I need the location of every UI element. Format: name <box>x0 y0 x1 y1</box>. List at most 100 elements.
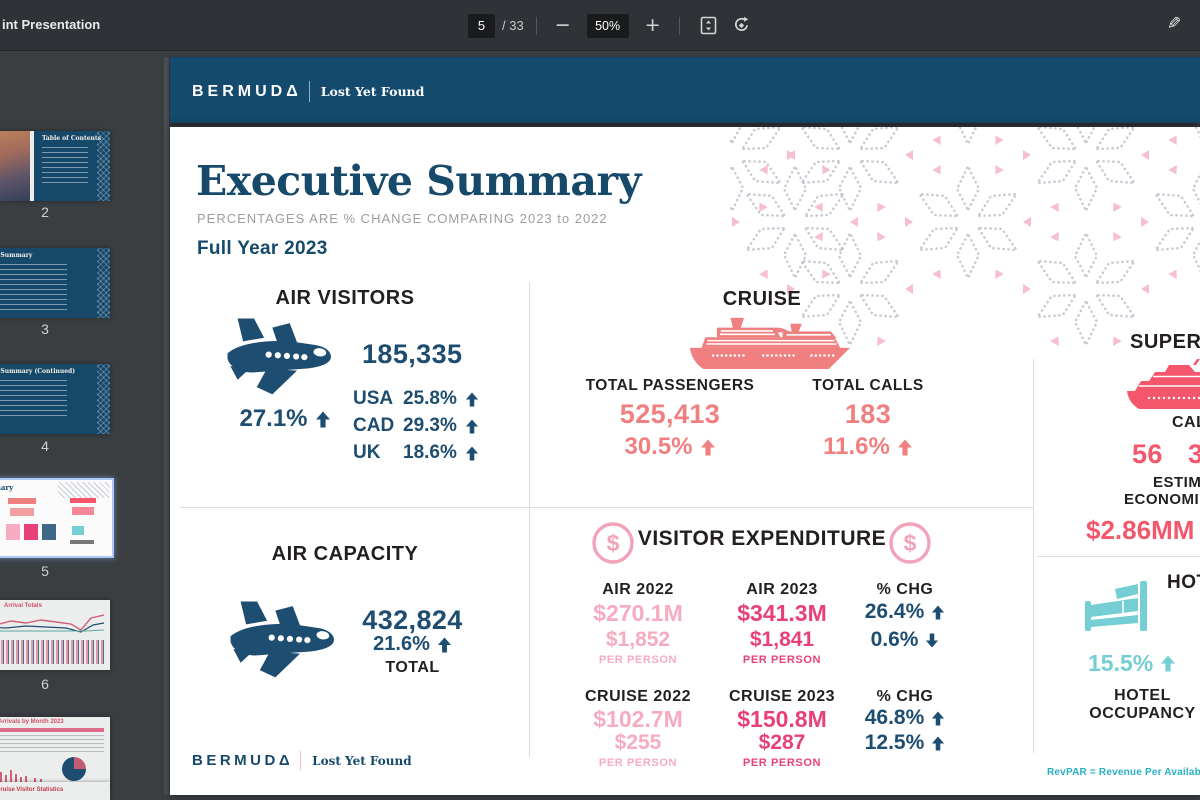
dollar-circle-icon: $ <box>592 522 634 564</box>
rotate-icon <box>732 16 751 35</box>
arrow-up-icon <box>897 439 913 456</box>
toolbar-page-controls: 5 / 33 − 50% + <box>468 0 758 51</box>
pattern-strip <box>97 248 110 318</box>
pencil-icon: ✎ <box>1166 14 1181 34</box>
exp-cruise-2023-per: $287 <box>758 731 806 754</box>
hotel-label-line1: HOTEL <box>1114 687 1171 704</box>
document-title: int Presentation <box>2 17 101 32</box>
air-visitors-total: 185,335 <box>362 339 463 369</box>
logo-tagline: Lost Yet Found <box>320 84 425 99</box>
rotate-page-button[interactable] <box>725 16 758 35</box>
beach-photo <box>0 131 30 201</box>
arrow-down-icon <box>925 633 939 648</box>
grid-divider-vertical <box>529 282 530 757</box>
thumbnail-page-6[interactable]: Arrival Totals <box>0 600 110 670</box>
toolbar-divider <box>678 16 680 35</box>
superyacht-calls-label: CAL <box>1172 414 1200 431</box>
hotel-label-line2: OCCUPANCY <box>1089 705 1196 722</box>
air-capacity-change: 21.6% <box>340 633 485 656</box>
total-calls-value: 183 <box>844 399 892 429</box>
arrow-up-icon <box>931 605 945 620</box>
pdf-toolbar: int Presentation 5 / 33 − 50% + <box>0 0 1200 51</box>
exp-air-2023-per-label: PER PERSON <box>742 654 822 666</box>
total-passengers-label: TOTAL PASSENGERS <box>585 377 755 394</box>
exp-air-2023-header: AIR 2023 <box>746 581 818 598</box>
air-visitors-change: 27.1% <box>230 405 340 433</box>
logo-divider <box>308 81 310 102</box>
exp-air-2022-per-label: PER PERSON <box>598 654 678 666</box>
arrow-up-icon <box>931 711 945 726</box>
economic-impact-label-line1: ESTIM <box>1153 474 1200 491</box>
air-visitors-row-cad: CAD 29.3% <box>353 415 479 437</box>
thumbnail-page-5-selected[interactable]: e Summary <box>0 478 114 558</box>
cruise-heading: CRUISE <box>722 288 802 310</box>
thumb-title: Cruise Visitor Statistics <box>0 787 64 793</box>
air-capacity-heading: AIR CAPACITY <box>271 543 419 565</box>
superyacht-count: 56 <box>1132 439 1163 469</box>
exp-cruise-2023-amount: $150.8M <box>737 706 827 732</box>
thumbnail-number: 2 <box>41 204 49 220</box>
arrow-up-icon <box>700 439 716 456</box>
hotel-occupancy-change: 15.5% <box>1088 650 1176 677</box>
arrow-up-icon <box>465 419 479 434</box>
zoom-out-button[interactable]: − <box>549 14 577 37</box>
pie-chart-mini <box>62 757 86 781</box>
line-chart-mini <box>0 614 104 633</box>
thumb-title: Executive Summary (Continued) <box>0 368 76 375</box>
grid-divider-horizontal <box>180 507 1033 508</box>
arrow-up-icon <box>1160 655 1176 672</box>
page-number-input[interactable]: 5 <box>468 13 495 38</box>
table-rows-mini <box>0 734 104 752</box>
thumbnail-page-4[interactable]: Executive Summary (Continued) <box>0 364 110 434</box>
thumbnail-number: 3 <box>41 321 49 337</box>
total-passengers-value: 525,413 <box>619 399 721 429</box>
pattern-strip <box>97 131 110 201</box>
exp-cruise-2023-per-label: PER PERSON <box>742 757 822 769</box>
edit-annotate-button[interactable]: ✎ <box>1160 14 1188 34</box>
air-visitors-row-usa: USA 25.8% <box>353 388 479 410</box>
air-visitors-heading: AIR VISITORS <box>275 287 415 309</box>
exp-cruise-2022-header: CRUISE 2022 <box>585 688 691 705</box>
slide-page: Executive Summary PERCENTAGES ARE % CHAN… <box>170 127 1200 795</box>
total-calls-label: TOTAL CALLS <box>812 377 924 394</box>
hotel-heading: HOT <box>1167 572 1200 593</box>
arrow-up-icon <box>931 736 945 751</box>
svg-text:$: $ <box>904 530 917 556</box>
zoom-in-button[interactable]: + <box>639 14 667 37</box>
thumbnail-page-2[interactable]: Table of Contents <box>0 131 110 201</box>
exp-cruise-2022-per: $255 <box>614 731 662 754</box>
svg-text:$: $ <box>607 530 620 556</box>
grid-divider-horizontal <box>1038 556 1200 557</box>
dollar-circle-icon: $ <box>889 522 931 564</box>
bar-chart-mini <box>0 770 42 783</box>
thumbnail-number: 5 <box>41 563 49 579</box>
arrow-up-icon <box>465 392 479 407</box>
zoom-level-select[interactable]: 50% <box>586 13 629 38</box>
exp-cruise-2023-header: CRUISE 2023 <box>729 688 835 705</box>
thumbnail-page-3[interactable]: Executive Summary <box>0 248 110 318</box>
thumbnail-page-7[interactable]: Arrivals by Month 2023 <box>0 717 110 788</box>
previous-page-footer-band: BERMUDΔ Lost Yet Found <box>170 57 1200 123</box>
fit-page-button[interactable] <box>692 16 725 35</box>
arrow-up-icon <box>437 637 452 653</box>
air-capacity-total: 432,824 <box>362 605 463 635</box>
slide-title: Executive Summary <box>196 157 641 205</box>
exp-air-2022-header: AIR 2022 <box>602 581 674 598</box>
slide-subtitle: PERCENTAGES ARE % CHANGE COMPARING 2023 … <box>197 211 608 226</box>
economic-impact-value: $2.86MM <box>1086 515 1195 545</box>
logo-divider <box>300 751 302 770</box>
economic-impact-label-line2: ECONOMI <box>1124 491 1200 508</box>
superyacht-icon <box>1127 359 1200 409</box>
period-label: Full Year 2023 <box>197 238 328 259</box>
air-capacity-total-label: TOTAL <box>385 659 440 676</box>
bar-chart-mini <box>0 640 104 664</box>
thumbnail-page-8-partial[interactable]: Cruise Visitor Statistics <box>0 782 110 800</box>
sidebar-scrollbar[interactable] <box>164 57 169 795</box>
bed-icon <box>1085 581 1147 631</box>
thumb-title: Arrivals by Month 2023 <box>0 719 64 725</box>
slide-footer: BERMUDΔ Lost Yet Found <box>192 751 412 770</box>
thumb-title: e Summary <box>0 483 14 492</box>
exp-air-2022-amount: $270.1M <box>593 600 683 626</box>
arrow-up-icon <box>465 446 479 461</box>
exp-cruise-2022-amount: $102.7M <box>593 706 683 732</box>
